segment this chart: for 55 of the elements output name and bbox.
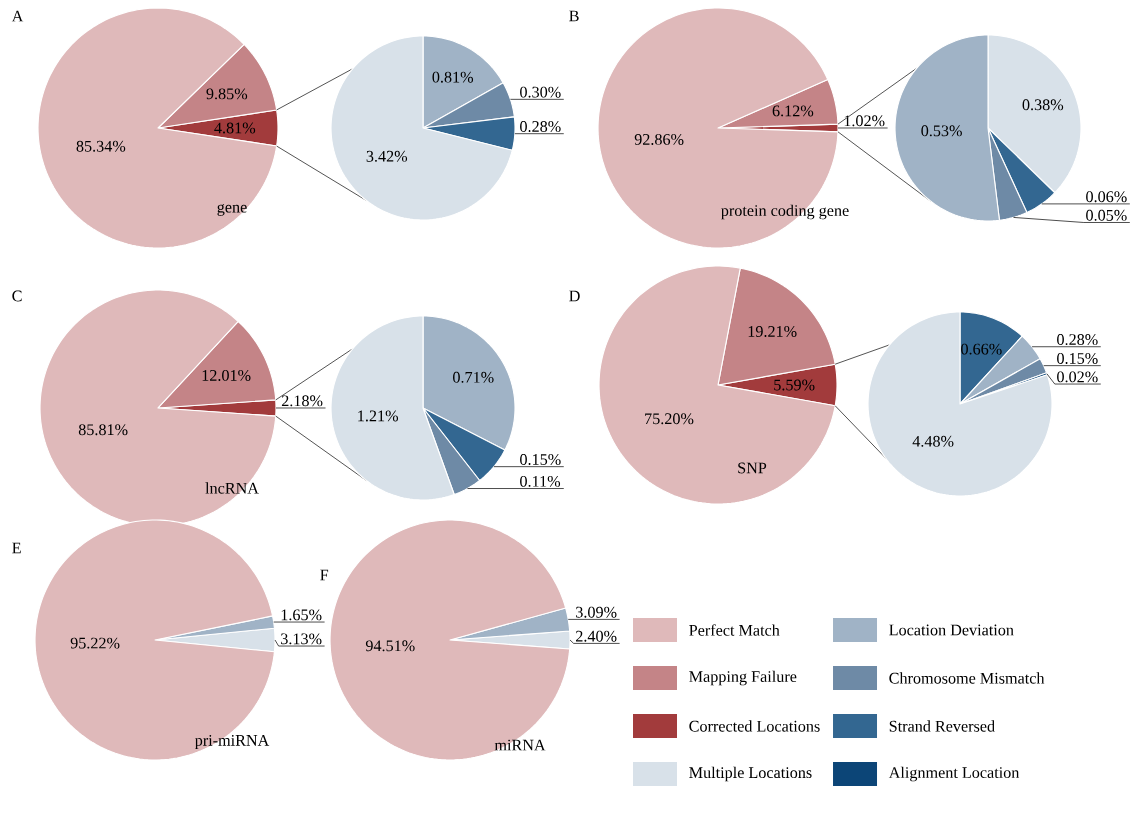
data-label: 0.28%	[520, 121, 561, 132]
data-label: 6.12%	[772, 105, 814, 117]
data-label: 0.28%	[1057, 334, 1098, 346]
legend-label: Strand Reversed	[889, 720, 995, 732]
legend-label: Alignment Location	[888, 766, 1020, 782]
text: lncRNA	[205, 482, 259, 494]
data-label: 19.21%	[748, 326, 797, 337]
data-label: 0.15%	[520, 454, 561, 465]
data-label: 94.51%	[365, 640, 415, 652]
text: D	[569, 290, 580, 302]
text: pri-miRNA	[195, 734, 270, 750]
legend-label: Chromosome Mismatch	[889, 672, 1045, 684]
text: miRNA	[494, 739, 546, 751]
data-label: 0.66%	[961, 343, 1002, 355]
chart-title: B	[569, 10, 579, 22]
data-label: 85.34%	[76, 140, 126, 152]
data-label: 2.18%	[281, 395, 323, 407]
chart-title: A	[11, 10, 24, 22]
legend-label: Perfect Match	[689, 624, 780, 636]
data-label: 0.38%	[1022, 99, 1064, 111]
data-label: 12.01%	[202, 369, 251, 381]
text: E	[12, 542, 21, 554]
data-label: 0.11%	[520, 475, 561, 487]
data-label: 5.59%	[774, 379, 815, 391]
data-label: 75.20%	[645, 413, 694, 425]
data-label: 92.86%	[634, 133, 684, 145]
data-label: 3.09%	[576, 606, 617, 618]
text: gene	[217, 204, 247, 216]
text: SNP	[738, 462, 767, 474]
data-label: 85.81%	[78, 424, 128, 436]
data-label: 0.06%	[1086, 191, 1127, 203]
legend-label: Corrected Locations	[689, 720, 820, 732]
legend-label: Multiple Locations	[689, 766, 812, 782]
data-label: 9.85%	[206, 88, 248, 100]
data-label: 0.81%	[432, 71, 474, 83]
data-label: 0.71%	[453, 371, 494, 383]
data-label: 4.81%	[214, 122, 256, 134]
data-label: 3.13%	[281, 633, 322, 645]
data-label: 2.40%	[576, 630, 617, 642]
data-label: 1.65%	[281, 609, 322, 621]
data-label: 3.42%	[366, 150, 408, 162]
chart-title: C	[12, 290, 22, 302]
data-label: 1.02%	[844, 115, 885, 127]
legend-label: Mapping Failure	[689, 670, 797, 686]
text: protein coding gene	[721, 204, 849, 220]
data-label: 0.02%	[1057, 371, 1098, 383]
data-label: 95.22%	[70, 637, 120, 649]
data-label: 0.30%	[520, 86, 561, 98]
data-label: 0.15%	[1057, 352, 1098, 364]
legend-label: Location Deviation	[889, 624, 1014, 636]
data-label: 0.53%	[921, 125, 962, 137]
data-label: 1.21%	[358, 410, 399, 422]
data-label: 0.05%	[1086, 209, 1127, 221]
data-label: 4.48%	[912, 435, 954, 447]
text: F	[320, 569, 329, 581]
